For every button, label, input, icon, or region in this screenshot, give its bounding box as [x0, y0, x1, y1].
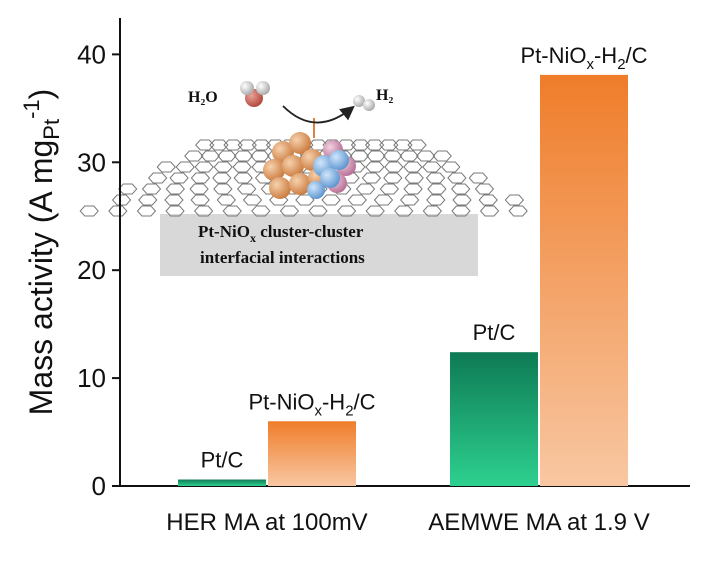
y-tick-label: 0	[92, 471, 106, 501]
y-axis-label: Mass activity (A mgPt-1)	[19, 89, 64, 416]
hydrogen-molecule-icon	[353, 95, 375, 111]
bar-labels: Pt/C Pt-NiOx-H2/C Pt/C Pt-NiOx-H2/C	[201, 43, 648, 473]
bar-label: Pt-NiOx-H2/C	[520, 43, 647, 73]
y-ticks: 0 10 20 30 40	[77, 39, 120, 501]
category-labels: HER MA at 100mV AEMWE MA at 1.9 V	[166, 509, 649, 536]
bar-ptc-aemwe	[450, 352, 538, 486]
bar-ptc-her	[178, 479, 266, 486]
y-tick-label: 20	[77, 255, 106, 285]
inset-caption-line1: Pt-NiOx cluster-cluster	[198, 222, 364, 245]
bars	[178, 74, 628, 486]
category-label: HER MA at 100mV	[166, 509, 367, 536]
bar-pt-niox-h2c-her	[268, 421, 356, 486]
water-molecule-icon	[240, 81, 270, 107]
h2-label: H₂	[376, 87, 393, 104]
reaction-arrow-icon	[282, 105, 355, 124]
axes: 0 10 20 30 40	[77, 18, 690, 501]
y-tick-label: 30	[77, 147, 106, 177]
y-tick-label: 40	[77, 39, 106, 69]
y-tick-label: 10	[77, 363, 106, 393]
inset-caption-line2: interfacial interactions	[200, 248, 365, 267]
category-label: AEMWE MA at 1.9 V	[428, 509, 649, 536]
bar-label: Pt-NiOx-H2/C	[248, 389, 375, 419]
bar-label: Pt/C	[473, 320, 516, 345]
inset-shadow-panel	[160, 214, 478, 276]
water-label: H₂O	[188, 89, 218, 106]
bar-pt-niox-h2c-aemwe	[540, 74, 628, 486]
bar-label: Pt/C	[201, 448, 244, 473]
cluster-balls	[263, 118, 356, 199]
inset-illustration: H₂O H₂ Pt-NiOx cluster-cluster interfaci…	[79, 81, 528, 276]
